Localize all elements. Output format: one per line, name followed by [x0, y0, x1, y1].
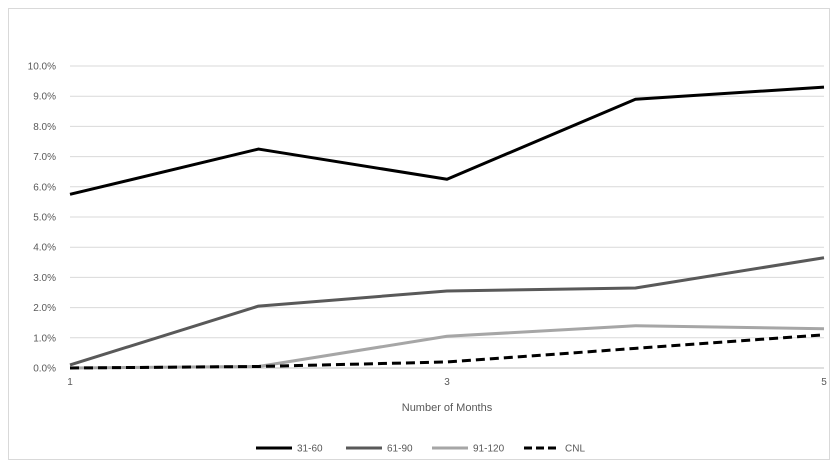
legend-item: 31-60	[256, 444, 323, 455]
y-tick-label: 4.0%	[33, 243, 56, 254]
series-line-61-90	[69, 256, 825, 367]
y-tick-label: 8.0%	[33, 122, 56, 133]
x-tick-label: 1	[67, 377, 73, 388]
legend-label: 91-120	[473, 444, 505, 455]
gridlines	[70, 65, 824, 339]
legend-item: 91-120	[432, 444, 505, 455]
y-tick-label: 6.0%	[33, 182, 56, 193]
legend-label: 31-60	[297, 444, 323, 455]
series-line-91-120	[69, 324, 825, 370]
series-lines	[69, 85, 825, 370]
y-tick-label: 1.0%	[33, 333, 56, 344]
y-tick-label: 7.0%	[33, 152, 56, 163]
series-line-31-60	[69, 85, 825, 196]
legend: 31-60 61-90 91-120 CNL	[256, 444, 585, 455]
y-tick-label: 5.0%	[33, 213, 56, 224]
legend-item: 61-90	[346, 444, 413, 455]
x-axis-title: Number of Months	[402, 402, 493, 414]
y-tick-label: 3.0%	[33, 273, 56, 284]
y-tick-label: 0.0%	[33, 364, 56, 375]
legend-label: 61-90	[387, 444, 413, 455]
x-tick-label: 5	[821, 377, 827, 388]
legend-label: CNL	[565, 444, 585, 455]
y-tick-label: 10.0%	[28, 62, 56, 73]
chart-frame	[8, 8, 830, 460]
x-tick-label: 3	[444, 377, 450, 388]
legend-item: CNL	[524, 444, 585, 455]
series-line-cnl	[69, 333, 825, 370]
y-tick-label: 9.0%	[33, 92, 56, 103]
x-axis-ticks: 1 3 5	[67, 377, 827, 388]
y-axis-ticks: 0.0% 1.0% 2.0% 3.0% 4.0% 5.0% 6.0% 7.0% 8.0% 9.0%…	[28, 62, 56, 375]
y-tick-label: 2.0%	[33, 303, 56, 314]
